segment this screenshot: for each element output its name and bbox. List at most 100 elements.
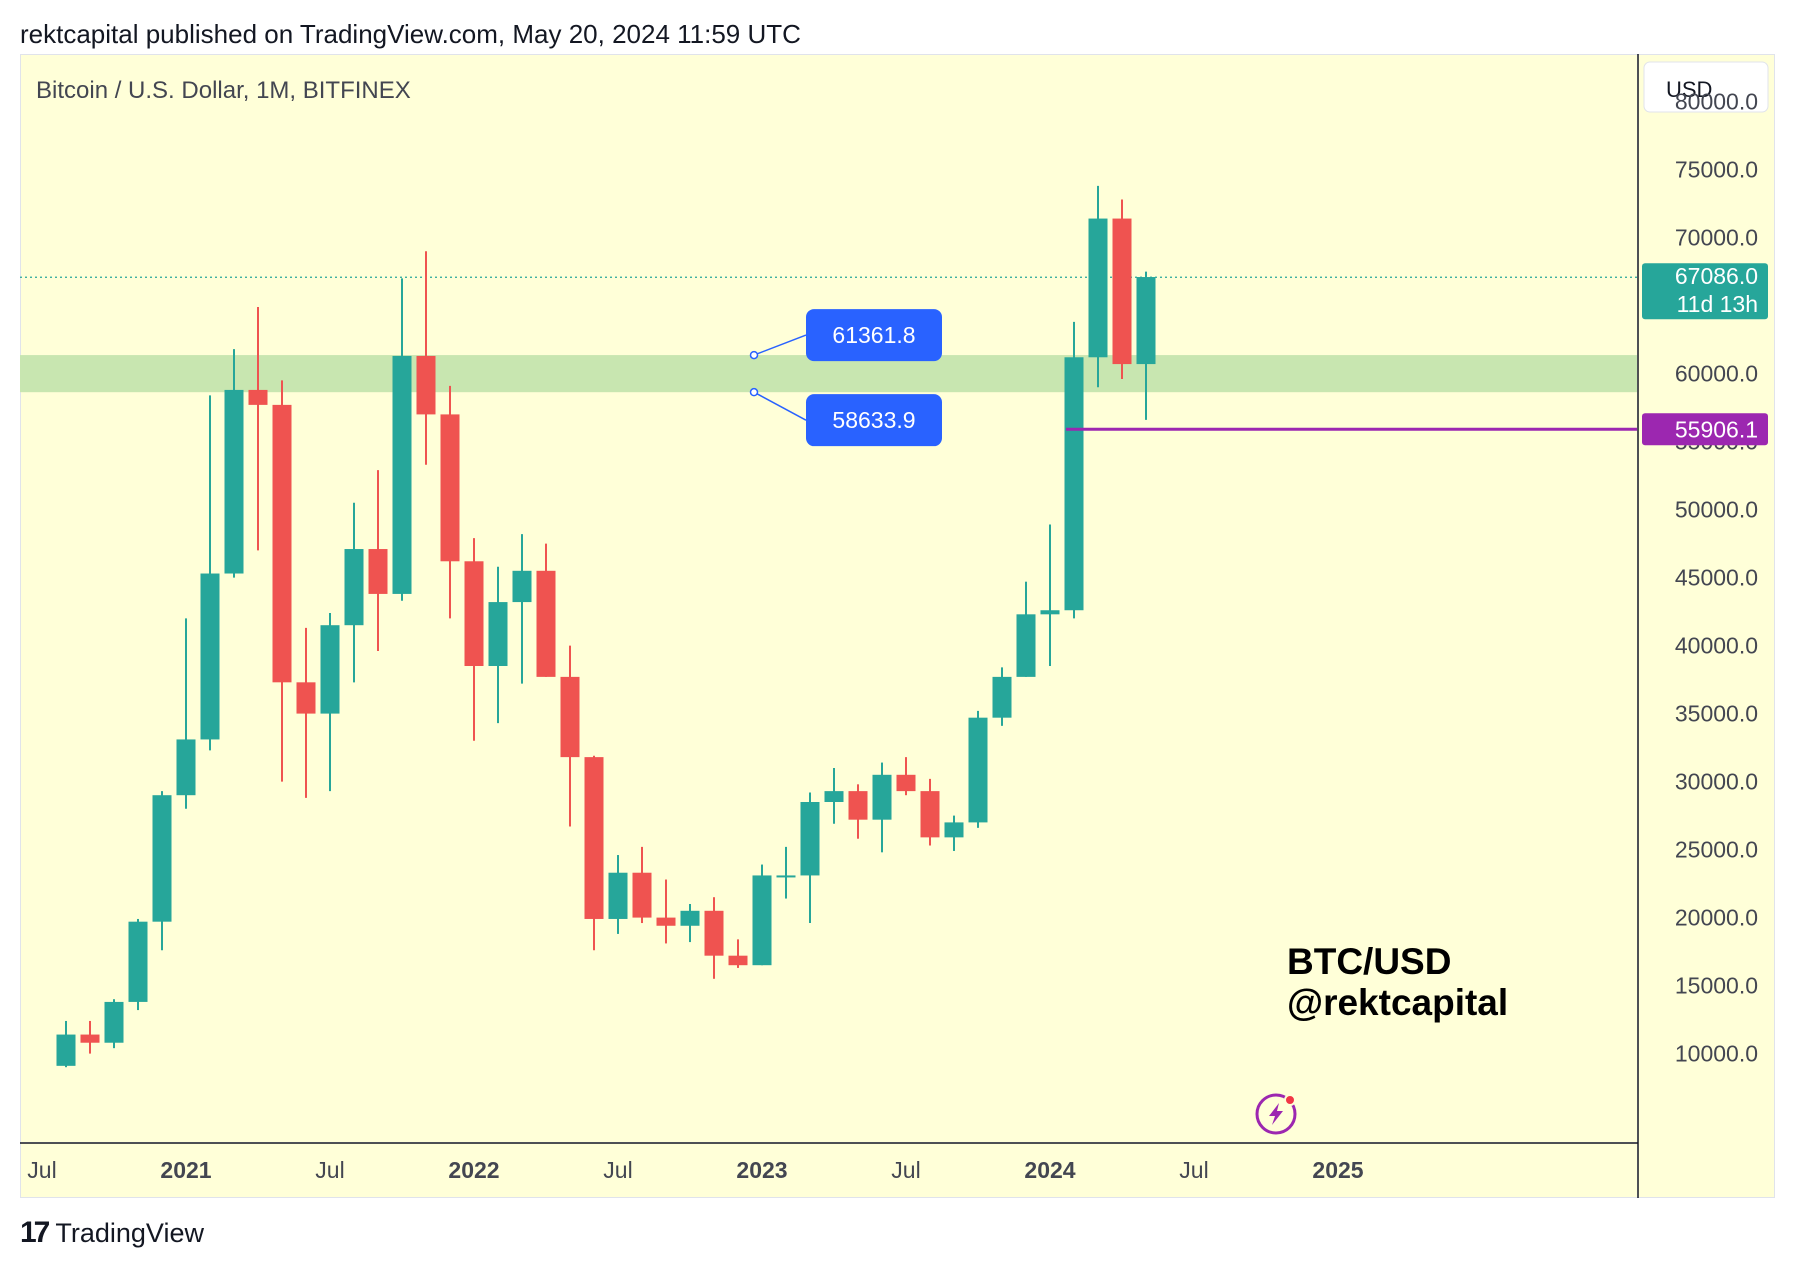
candle-body (824, 791, 844, 802)
candle-2023-06[interactable] (872, 762, 892, 853)
y-tick-label: 60000.0 (1675, 361, 1758, 387)
candle-body (632, 872, 652, 918)
candle-2024-03[interactable] (1088, 185, 1108, 388)
chart-border (20, 54, 1775, 1198)
candle-2024-01[interactable] (1040, 524, 1060, 666)
candle-2021-11[interactable] (416, 251, 436, 465)
candle-body (392, 355, 412, 594)
candle-2021-03[interactable] (224, 349, 244, 578)
candle-body (536, 570, 556, 677)
y-tick-label: 25000.0 (1675, 837, 1758, 863)
currency-button-label: USD (1666, 77, 1712, 102)
candle-body (488, 602, 508, 666)
candle-2022-01[interactable] (464, 538, 484, 741)
candle-body (800, 802, 820, 876)
watermark: BTC/USD @rektcapital (1287, 941, 1508, 1023)
candle-2021-08[interactable] (344, 502, 364, 683)
candle-body (656, 917, 676, 926)
candle-2024-04[interactable] (1112, 199, 1132, 380)
x-tick-label: Jul (891, 1157, 920, 1183)
candle-2021-04[interactable] (248, 306, 268, 551)
x-tick-label: 2021 (160, 1157, 211, 1183)
candle-body (1112, 218, 1132, 365)
candle-body (704, 910, 724, 956)
zone-high-label[interactable]: 61361.8 (749, 309, 943, 362)
y-tick-label: 10000.0 (1675, 1041, 1758, 1067)
candle-body (1016, 614, 1036, 677)
candle-2023-04[interactable] (824, 768, 844, 824)
candle-2021-09[interactable] (368, 470, 388, 652)
candle-2020-12[interactable] (152, 791, 172, 951)
candle-2022-06[interactable] (584, 755, 604, 951)
candle-body (320, 625, 340, 714)
label-text: 58633.9 (832, 407, 915, 433)
candle-2022-02[interactable] (488, 566, 508, 724)
candle-2024-02[interactable] (1064, 321, 1084, 619)
candle-2020-08[interactable] (56, 1020, 76, 1068)
candle-2020-11[interactable] (128, 918, 148, 1011)
candle-body (272, 404, 292, 683)
candle-2021-01[interactable] (176, 618, 196, 809)
candle-2021-07[interactable] (320, 612, 340, 792)
label-anchor-point (749, 387, 759, 397)
candle-2022-11[interactable] (704, 897, 724, 979)
candle-2023-10[interactable] (968, 710, 988, 828)
candle-body (152, 795, 172, 922)
candle-2022-07[interactable] (608, 855, 628, 934)
zone-low-label[interactable]: 58633.9 (749, 387, 943, 447)
time-scale-background (20, 1143, 1637, 1198)
candle-2023-02[interactable] (776, 846, 796, 899)
support-zone (20, 355, 1637, 393)
candle-body (80, 1034, 100, 1043)
candle-body (608, 872, 628, 919)
label-text: 61361.8 (832, 322, 915, 348)
candlestick-chart[interactable]: Bitcoin / U.S. Dollar, 1M, BITFINEX USD … (20, 54, 1775, 1198)
candle-2022-05[interactable] (560, 645, 580, 827)
candle-2021-10[interactable] (392, 278, 412, 601)
candle-2020-09[interactable] (80, 1020, 100, 1054)
label-leader-line (753, 391, 807, 421)
candle-2021-12[interactable] (440, 385, 460, 619)
price-scale-background (1638, 54, 1775, 1198)
candle-body (776, 875, 796, 878)
candle-body (728, 955, 748, 966)
candle-2022-04[interactable] (536, 543, 556, 677)
candle-2021-02[interactable] (200, 395, 220, 751)
candle-2024-05[interactable] (1136, 271, 1156, 420)
x-tick-label: 2023 (736, 1157, 787, 1183)
candle-2023-12[interactable] (1016, 581, 1036, 677)
candle-body (200, 573, 220, 740)
candle-2023-05[interactable] (848, 784, 868, 839)
candle-body (1136, 277, 1156, 365)
candle-2022-10[interactable] (680, 904, 700, 943)
y-tick-label: 75000.0 (1675, 157, 1758, 183)
candle-2020-10[interactable] (104, 999, 124, 1049)
tradingview-logo[interactable]: 17 TradingView (20, 1216, 204, 1250)
label-box (806, 309, 942, 362)
x-tick-label: Jul (27, 1157, 56, 1183)
candle-body (512, 570, 532, 603)
candle-2022-12[interactable] (728, 939, 748, 968)
candle-2023-07[interactable] (896, 757, 916, 796)
candle-2022-03[interactable] (512, 534, 532, 684)
candle-body (248, 389, 268, 405)
candle-body (128, 921, 148, 1002)
candle-2023-08[interactable] (920, 778, 940, 846)
candle-2022-08[interactable] (632, 846, 652, 924)
candle-2023-09[interactable] (944, 815, 964, 851)
candle-2022-09[interactable] (656, 879, 676, 944)
candle-body (344, 549, 364, 626)
lightning-icon[interactable] (1255, 1093, 1297, 1135)
chart-frame[interactable]: Bitcoin / U.S. Dollar, 1M, BITFINEX USD … (20, 54, 1775, 1198)
candle-2021-06[interactable] (296, 627, 316, 798)
candle-2021-05[interactable] (272, 380, 292, 782)
candle-2023-01[interactable] (752, 864, 772, 966)
candle-2023-03[interactable] (800, 792, 820, 924)
x-tick-label: 2025 (1312, 1157, 1363, 1183)
chart-title: Bitcoin / U.S. Dollar, 1M, BITFINEX (36, 77, 411, 104)
candle-body (944, 822, 964, 838)
candle-2023-11[interactable] (992, 667, 1012, 726)
x-tick-label: 2022 (448, 1157, 499, 1183)
currency-button[interactable]: USD (1643, 61, 1769, 113)
y-tick-label: 30000.0 (1675, 769, 1758, 795)
